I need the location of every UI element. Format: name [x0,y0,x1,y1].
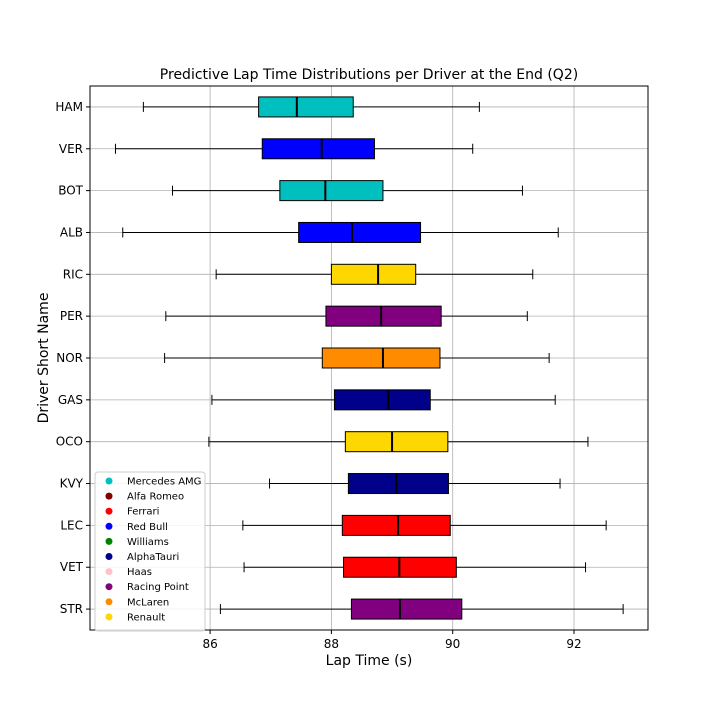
legend-marker [105,553,113,560]
x-axis-label: Lap Time (s) [326,653,413,669]
x-tick-label: 90 [445,637,460,651]
y-tick-label: PER [60,309,83,323]
legend-label: Mercedes AMG [127,477,201,488]
y-tick-label: GAS [58,393,83,407]
iqr-box [321,347,441,369]
legend-label: Racing Point [127,582,189,593]
plot-area [114,96,624,620]
legend-frame [94,471,206,632]
legend: Mercedes AMG Alfa Romeo Ferrari Red Bull Wil… [94,471,206,632]
box-oco [208,431,589,453]
legend-marker [105,477,113,485]
legend-item: Williams [105,537,169,548]
box-alb [122,221,559,243]
legend-label: Renault [127,612,165,623]
legend-label: McLaren [127,597,169,608]
y-tick-label: STR [60,602,83,616]
box-gas [211,389,556,411]
y-tick-label: KVY [60,477,84,491]
legend-item: Renault [105,612,165,623]
legend-label: Ferrari [127,507,159,518]
box-nor [164,347,550,369]
iqr-box [298,221,422,243]
legend-marker [105,583,113,591]
x-tick-label: 86 [202,637,217,651]
box-bot [171,180,523,202]
iqr-box [258,96,354,118]
legend-item: AlphaTauri [105,552,179,563]
legend-item: Ferrari [105,507,159,518]
y-tick-label: ALB [60,225,83,239]
iqr-box [330,263,417,285]
iqr-box [350,598,463,620]
box-str [219,598,624,620]
iqr-box [279,180,384,202]
legend-label: Williams [127,537,169,548]
legend-marker [105,613,113,621]
x-tick-label: 92 [566,637,581,651]
iqr-box [341,514,451,536]
y-tick-label: VET [60,560,84,574]
legend-marker [105,522,113,530]
iqr-box [347,473,449,495]
box-ham [142,96,480,118]
x-axis: 86 88 90 92 [202,630,582,651]
iqr-box [261,138,375,160]
box-per [165,305,528,327]
box-kvy [269,473,561,495]
legend-marker [105,537,113,545]
chart-title: Predictive Lap Time Distributions per Dr… [160,67,578,83]
legend-marker [105,507,113,515]
legend-marker [105,598,113,606]
legend-item: Mercedes AMG [105,477,201,488]
box-lec [242,514,607,536]
legend-item: Alfa Romeo [105,492,184,503]
iqr-box [325,305,442,327]
legend-item: Racing Point [105,582,189,593]
box-ver [114,138,474,160]
y-tick-label: VER [59,142,83,156]
box-ric [215,263,534,285]
y-axis-label: Driver Short Name [36,293,52,424]
legend-item: McLaren [105,597,169,608]
legend-marker [105,492,113,500]
legend-item: Haas [105,567,152,578]
box-vet [243,556,587,578]
y-tick-label: LEC [60,518,83,532]
legend-label: Red Bull [127,522,168,533]
y-tick-label: HAM [55,100,83,114]
legend-item: Red Bull [105,522,168,533]
iqr-box [333,389,431,411]
y-axis: HAM VER BOT ALB RIC PER NOR GAS OCO KVY LEC VET STR [55,100,90,616]
y-tick-label: BOT [58,184,83,198]
y-tick-label: RIC [63,267,83,281]
y-tick-label: OCO [56,435,83,449]
legend-label: AlphaTauri [127,552,179,563]
x-tick-label: 88 [324,637,339,651]
legend-label: Alfa Romeo [127,492,184,503]
legend-label: Haas [127,567,152,578]
iqr-box [344,431,449,453]
legend-marker [105,568,113,576]
y-tick-label: NOR [56,351,83,365]
